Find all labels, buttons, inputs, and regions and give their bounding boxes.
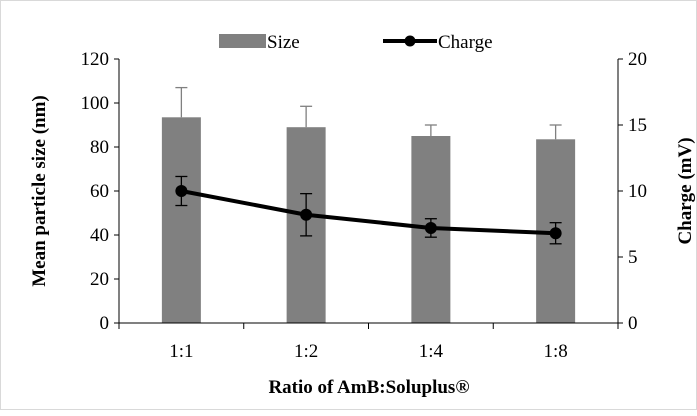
y-left-tick-label-80: 80 bbox=[90, 137, 109, 158]
legend: Size Charge bbox=[219, 32, 493, 53]
charge-point-4 bbox=[549, 227, 562, 240]
legend-size-swatch bbox=[219, 34, 266, 48]
line-error-bars-layer bbox=[175, 175, 562, 245]
x-tick-label-3: 1:4 bbox=[419, 341, 444, 362]
y-right-tick-label-15: 15 bbox=[628, 115, 647, 136]
charge-point-3 bbox=[424, 221, 437, 234]
axes-layer bbox=[114, 58, 623, 329]
charge-point-1 bbox=[175, 185, 188, 197]
x-tick-label-4: 1:8 bbox=[543, 341, 567, 362]
y-left-tick-label-120: 120 bbox=[81, 49, 110, 70]
x-tick-label-2: 1:2 bbox=[294, 341, 318, 362]
y-left-tick-label-20: 20 bbox=[90, 269, 109, 290]
y-left-tick-label-100: 100 bbox=[81, 93, 110, 114]
y-right-tick-label-20: 20 bbox=[628, 49, 647, 70]
x-tick-label-1: 1:1 bbox=[169, 341, 193, 362]
y-axis-left-title: Mean particle size (nm) bbox=[29, 95, 50, 287]
y-axis-right-title: Charge (mV) bbox=[675, 137, 696, 244]
x-axis-title: Ratio of AmB:Soluplus® bbox=[268, 377, 469, 398]
y-left-tick-label-60: 60 bbox=[90, 181, 109, 202]
y-right-tick-label-0: 0 bbox=[628, 313, 638, 334]
bar-error-bars-layer bbox=[175, 86, 562, 140]
charge-line bbox=[181, 189, 556, 236]
line-series-layer bbox=[175, 185, 562, 240]
legend-size-label: Size bbox=[267, 32, 300, 53]
y-left-tick-label-40: 40 bbox=[90, 225, 109, 246]
tick-labels-layer: 0 20 40 60 80 100 120 0 5 10 15 20 1:1 1:2 1:4 1:8 bbox=[81, 49, 648, 362]
bar-size-1 bbox=[161, 117, 201, 323]
y-left-tick-label-0: 0 bbox=[100, 313, 110, 334]
y-right-tick-label-10: 10 bbox=[628, 181, 647, 202]
y-right-tick-label-5: 5 bbox=[628, 247, 638, 268]
legend-charge-label: Charge bbox=[438, 32, 493, 53]
charge-point-2 bbox=[300, 208, 313, 221]
legend-charge-marker bbox=[404, 35, 416, 47]
